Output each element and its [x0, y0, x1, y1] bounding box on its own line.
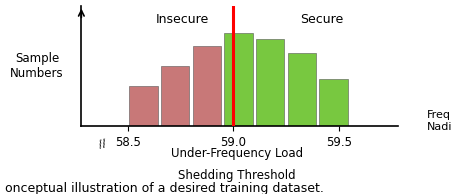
- Bar: [224, 33, 252, 126]
- Bar: [255, 39, 284, 126]
- Text: //: //: [97, 138, 107, 150]
- Bar: [287, 53, 315, 126]
- Bar: [161, 66, 189, 126]
- Text: Under-Frequency Load: Under-Frequency Load: [171, 147, 303, 160]
- Text: Sample
Numbers: Sample Numbers: [10, 52, 64, 80]
- Text: Frequency
Nadir: Frequency Nadir: [426, 110, 451, 132]
- Text: onceptual illustration of a desired training dataset.: onceptual illustration of a desired trai…: [5, 182, 322, 194]
- Bar: [129, 86, 157, 126]
- Bar: [192, 46, 221, 126]
- Text: Insecure: Insecure: [156, 13, 209, 26]
- Bar: [318, 79, 347, 126]
- Text: Shedding Threshold: Shedding Threshold: [178, 169, 295, 182]
- Text: Secure: Secure: [299, 13, 343, 26]
